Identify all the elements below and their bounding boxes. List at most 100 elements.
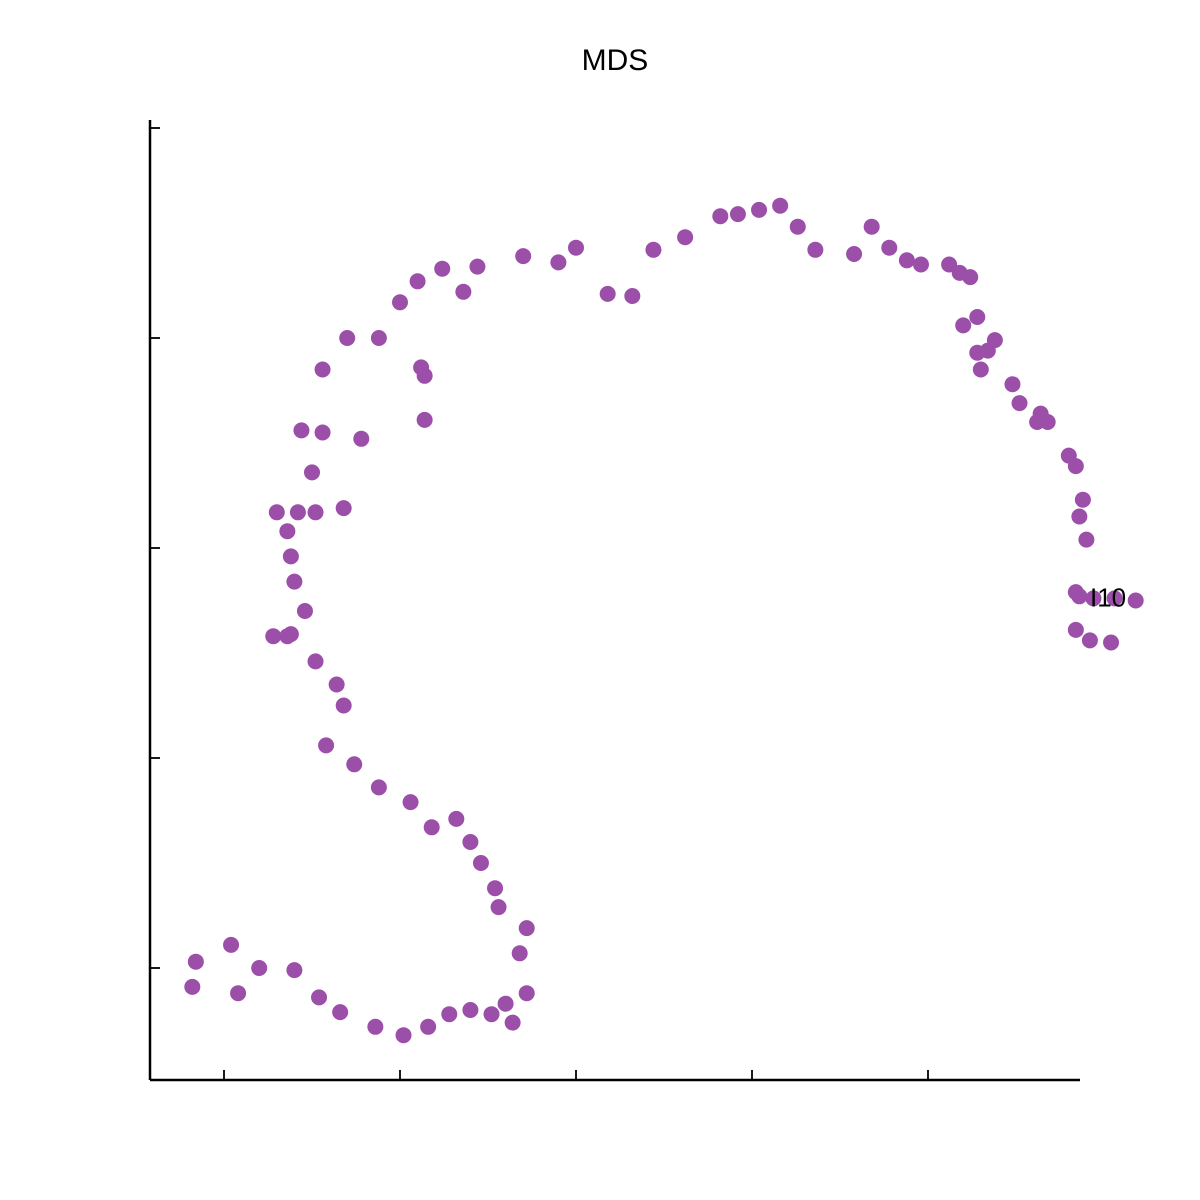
data-point <box>318 737 335 754</box>
data-point <box>314 424 331 441</box>
data-point <box>1085 590 1102 607</box>
data-point <box>469 258 486 275</box>
data-point <box>251 960 268 976</box>
data-point <box>293 422 310 439</box>
data-point <box>490 899 507 916</box>
data-point <box>402 794 419 811</box>
data-point <box>751 201 768 218</box>
data-point <box>335 697 352 714</box>
data-point <box>367 1018 384 1035</box>
data-point <box>1078 531 1095 548</box>
data-point <box>729 206 746 223</box>
data-point <box>296 603 313 619</box>
data-point <box>1074 491 1091 508</box>
data-point <box>392 294 408 311</box>
data-point <box>413 359 430 376</box>
data-point <box>912 256 929 273</box>
data-point <box>1081 632 1098 649</box>
data-point <box>599 285 616 302</box>
data-point <box>370 779 387 796</box>
data-point <box>898 252 915 269</box>
data-point <box>370 330 387 346</box>
data-point <box>462 1002 479 1018</box>
data-point <box>515 248 532 265</box>
data-point <box>346 756 363 773</box>
data-point <box>1103 634 1120 651</box>
data-point <box>395 1027 412 1044</box>
data-point <box>353 430 370 447</box>
data-point <box>339 330 356 346</box>
data-point <box>307 653 324 670</box>
data-points <box>184 197 1144 1044</box>
data-point <box>979 342 996 359</box>
data-point <box>497 995 514 1012</box>
data-point <box>455 283 472 300</box>
data-point <box>677 229 694 246</box>
data-point <box>1067 621 1084 638</box>
data-point <box>311 989 328 1006</box>
data-point <box>1067 584 1084 601</box>
data-point <box>289 504 306 521</box>
data-point <box>307 504 324 521</box>
data-point <box>846 246 863 262</box>
data-point <box>969 309 986 325</box>
data-point <box>1011 395 1028 412</box>
data-point <box>518 920 535 937</box>
data-point <box>187 953 204 970</box>
data-point <box>409 273 426 290</box>
data-point <box>279 523 296 540</box>
data-point <box>624 288 641 304</box>
data-point <box>504 1014 521 1031</box>
data-point <box>1071 508 1088 525</box>
data-point <box>881 239 898 256</box>
data-point <box>265 628 282 645</box>
data-point <box>772 197 789 214</box>
annotation-label: I10 <box>1090 582 1126 612</box>
data-point <box>972 361 989 378</box>
data-point <box>518 985 535 1002</box>
data-point <box>462 834 479 850</box>
data-point <box>511 945 528 962</box>
data-point <box>332 1004 349 1021</box>
data-point <box>487 880 504 897</box>
data-point <box>645 241 662 258</box>
chart-title: MDS <box>582 44 649 77</box>
data-point <box>282 548 299 565</box>
data-point <box>483 1006 500 1023</box>
data-point <box>962 269 979 286</box>
data-point <box>568 239 584 256</box>
data-point <box>328 676 345 693</box>
data-point <box>955 317 972 334</box>
data-point <box>223 936 240 953</box>
data-point <box>1039 414 1056 430</box>
data-point <box>1106 590 1123 607</box>
data-point <box>789 218 806 235</box>
data-point <box>441 1006 458 1023</box>
data-point <box>268 504 285 521</box>
data-point <box>335 500 352 517</box>
data-point <box>1127 592 1144 609</box>
data-point <box>863 218 880 235</box>
data-point <box>286 962 303 979</box>
data-point <box>279 628 296 645</box>
data-point <box>434 260 451 277</box>
data-point <box>314 361 331 378</box>
data-point <box>184 978 201 995</box>
data-point <box>230 985 247 1002</box>
data-point <box>1004 376 1021 393</box>
data-point <box>423 819 440 836</box>
data-point <box>286 573 303 590</box>
data-point <box>712 208 729 225</box>
axes <box>148 120 1080 1082</box>
data-point <box>448 810 465 827</box>
data-point <box>1067 458 1084 475</box>
data-point <box>550 254 567 271</box>
data-point <box>416 411 433 428</box>
data-point <box>472 855 489 871</box>
data-point <box>420 1018 437 1035</box>
data-point <box>304 464 320 481</box>
data-point <box>807 241 824 258</box>
annotations: I10 <box>1090 582 1126 612</box>
